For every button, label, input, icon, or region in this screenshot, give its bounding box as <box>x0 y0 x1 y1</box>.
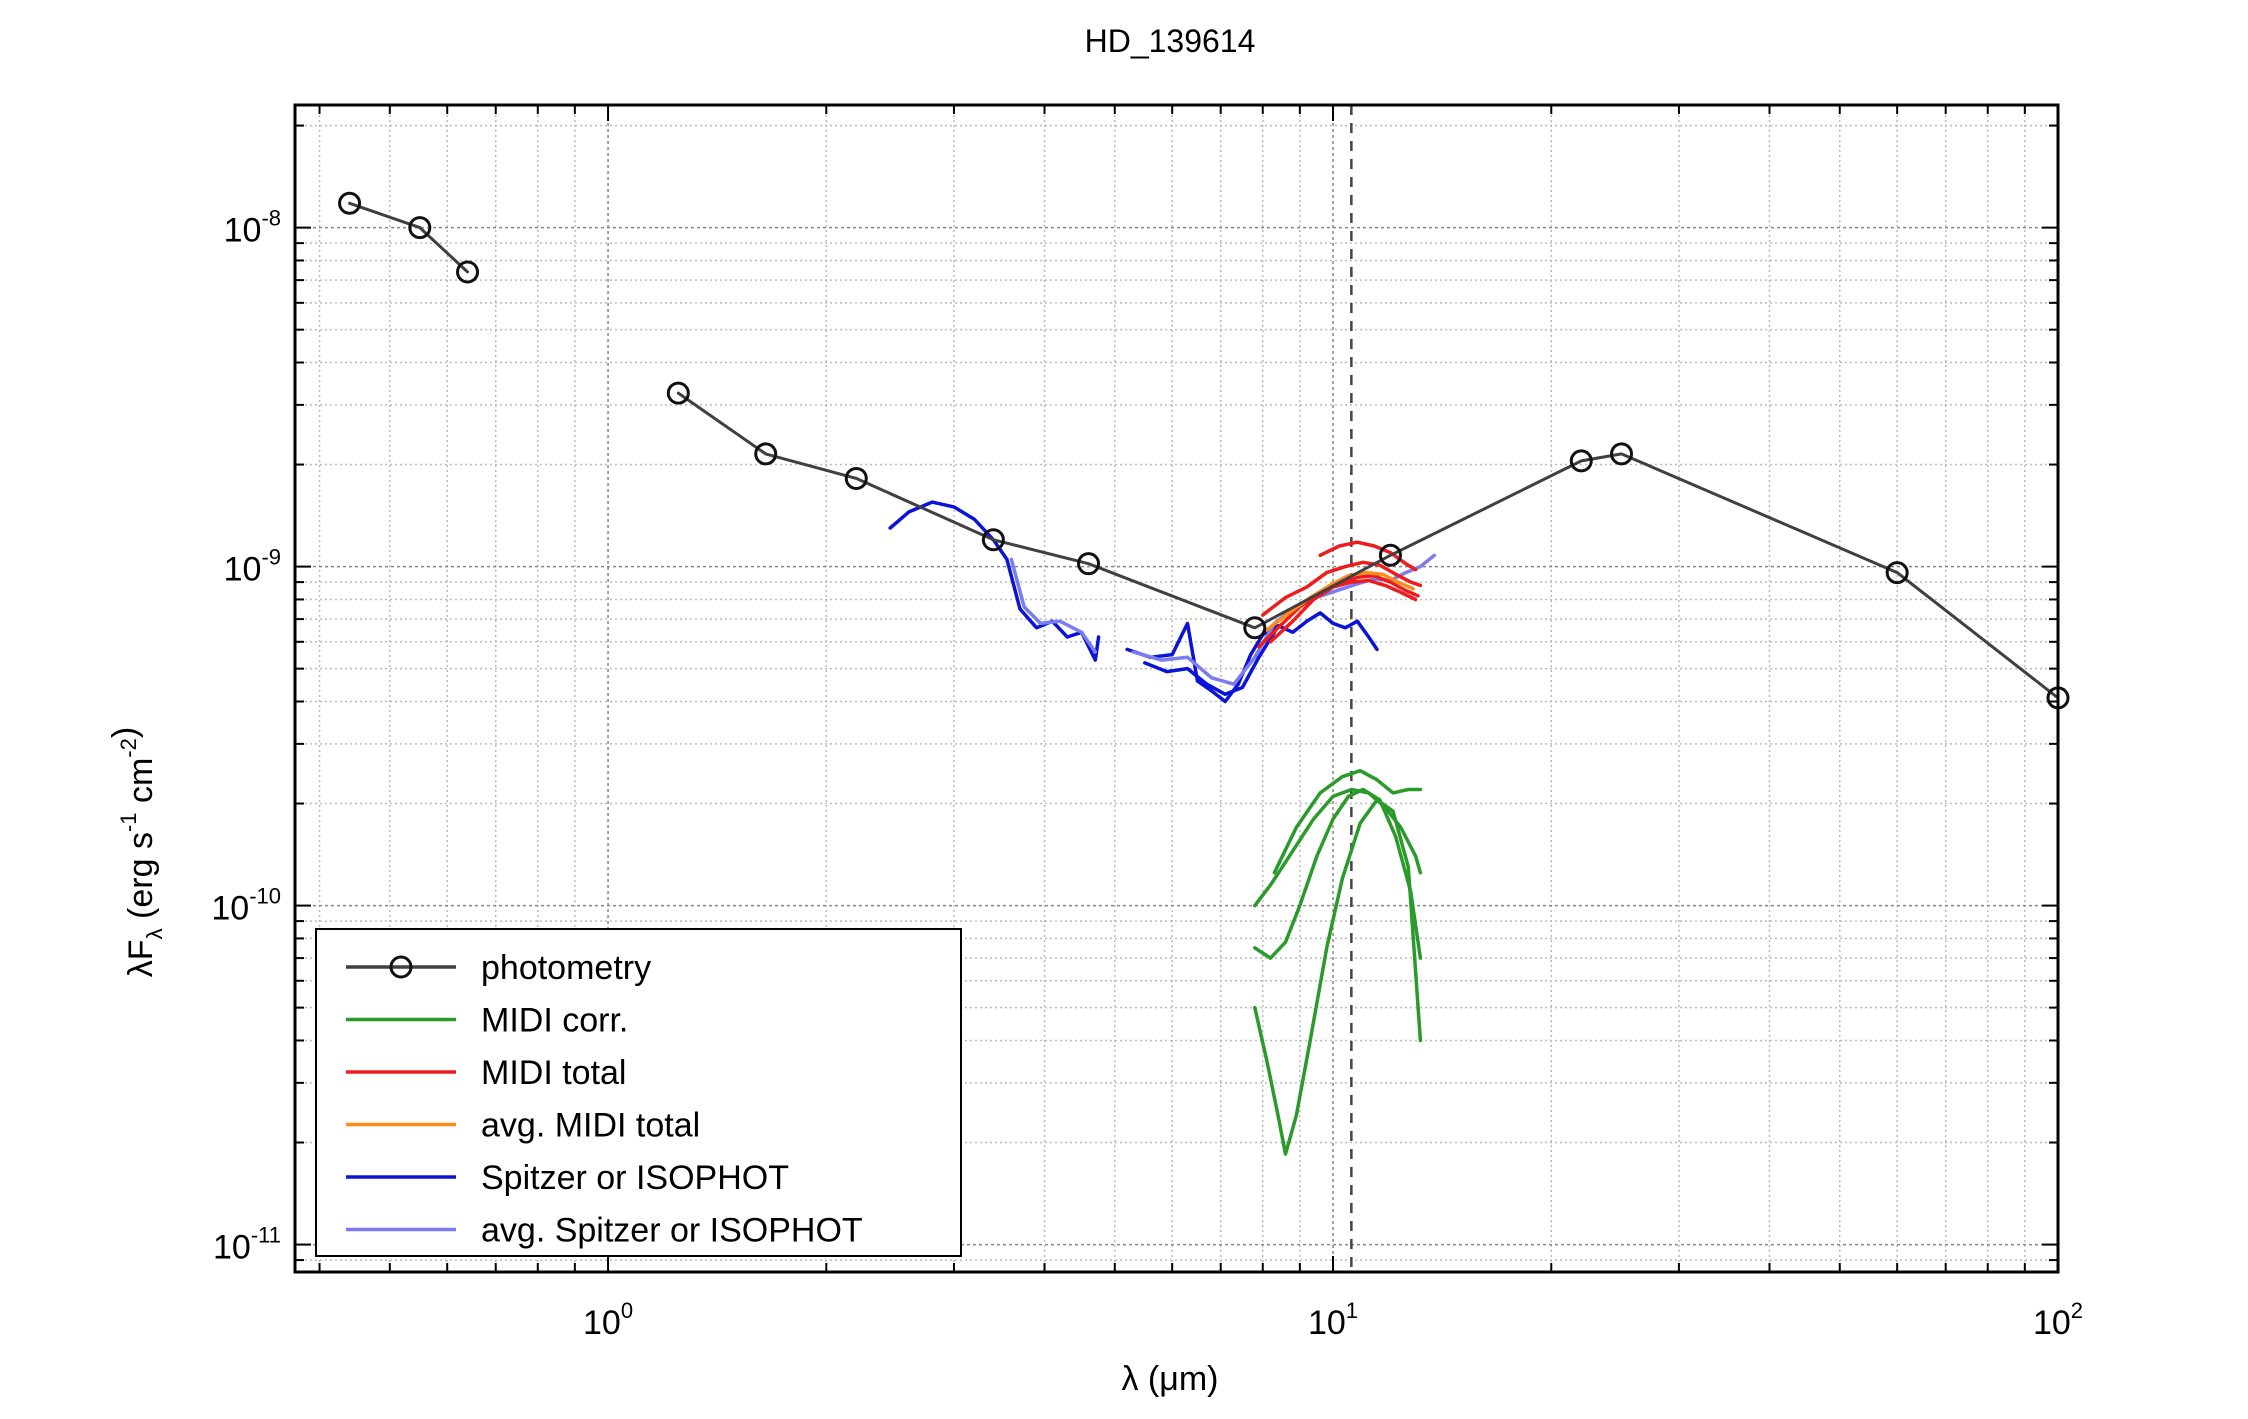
axis-ticks <box>295 105 2059 1272</box>
photometry-point <box>408 216 432 240</box>
legend-label: MIDI total <box>481 1054 626 1092</box>
photometry-point <box>456 260 480 284</box>
x-axis-label: λ (μm) <box>1121 1360 1218 1398</box>
photometry-point <box>754 442 778 466</box>
series-line-avg-midi-total <box>1264 570 1415 632</box>
y-tick-label: 10-8 <box>224 206 281 250</box>
photometry-point <box>981 528 1005 552</box>
legend-label: MIDI corr. <box>481 1002 628 1040</box>
axis-tick-labels: 100 101 102 10-11 10-10 10-9 10-8 <box>211 206 2083 1342</box>
series-line-midi-corr <box>1253 787 1423 908</box>
photometry-point <box>1569 449 1593 473</box>
legend-box <box>315 928 962 1257</box>
series-line-spitzer-or-isophot <box>888 500 1101 662</box>
series-line-midi-total <box>1268 578 1418 644</box>
series-line-avg-spitzer-or-isophot <box>1131 553 1437 686</box>
x-tick-label: 102 <box>2033 1298 2083 1342</box>
y-tick-label: 10-10 <box>211 884 281 928</box>
photometry-point <box>1610 442 1634 466</box>
series-line-midi-total <box>1257 573 1420 649</box>
legend-label: avg. Spitzer or ISOPHOT <box>481 1212 863 1250</box>
series-line-midi-corr <box>1272 768 1423 875</box>
series-line-midi-total <box>1318 540 1418 572</box>
y-tick-label: 10-9 <box>224 545 281 589</box>
legend: photometry MIDI corr. MIDI total avg. MIDI … <box>315 928 962 1257</box>
y-tick-label: 10-11 <box>213 1223 281 1267</box>
series-line-midi-total <box>1261 560 1423 617</box>
series-line-photometry <box>676 391 2060 700</box>
photometry-point <box>844 466 868 490</box>
photometry-point <box>1885 561 1909 585</box>
legend-label: Spitzer or ISOPHOT <box>481 1159 789 1197</box>
chart-title: HD_139614 <box>1085 23 1256 59</box>
x-tick-label: 101 <box>1308 1298 1358 1342</box>
series-line-avg-spitzer-or-isophot <box>1009 557 1098 654</box>
photometry-point <box>338 191 362 215</box>
legend-label: avg. MIDI total <box>481 1107 700 1145</box>
y-axis-label: λFλ (erg s-1 cm-2) <box>106 727 167 977</box>
series-line-midi-corr <box>1253 787 1423 960</box>
photometry-point <box>1378 543 1402 567</box>
series-line-photometry <box>348 201 469 274</box>
photometry-point <box>1077 552 1101 576</box>
legend-label: photometry <box>481 949 651 987</box>
legend-marker <box>389 955 413 979</box>
x-tick-label: 100 <box>583 1298 633 1342</box>
photometry-point <box>666 381 690 405</box>
series-line-midi-corr <box>1253 798 1423 1156</box>
series-layer <box>338 191 2070 1156</box>
series-line-spitzer-or-isophot <box>1143 630 1277 697</box>
plot-frame <box>293 103 2060 1274</box>
photometry-point <box>1243 616 1267 640</box>
